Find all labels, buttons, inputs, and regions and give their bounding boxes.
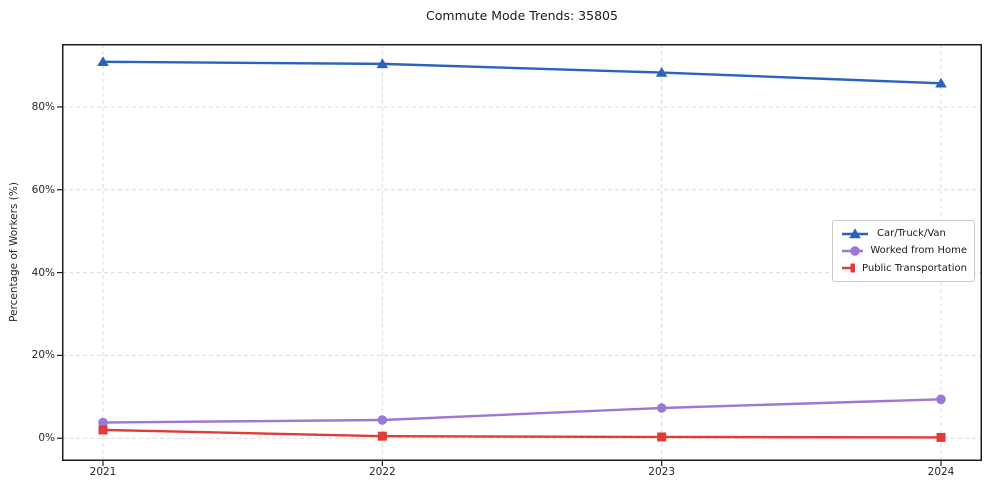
public-transportation-marker-icon (936, 432, 946, 442)
public-transportation-marker-icon (657, 432, 667, 442)
y-tick-label: 20% (31, 349, 55, 362)
car-truck-van-marker-icon (376, 58, 389, 69)
y-tick-label: 60% (31, 183, 55, 196)
car-truck-van-marker-icon (655, 66, 668, 77)
plot-canvas (57, 44, 982, 466)
series-line-public-transportation (102, 428, 942, 439)
worked-from-home-marker-icon (656, 403, 667, 413)
public-transportation-marker-icon (377, 431, 387, 441)
x-tick-label: 2024 (927, 466, 955, 478)
legend-item-worked-from-home: Worked from Home (840, 242, 967, 259)
car-truck-van-legend-key-icon (842, 228, 868, 238)
car-truck-van-legend-marker-icon (849, 228, 861, 238)
chart-title: Commute Mode Trends: 35805 (426, 8, 618, 23)
x-tick-label: 2021 (89, 466, 117, 478)
public-transportation-legend-key-icon (842, 263, 856, 273)
series-line-worked-from-home (102, 398, 942, 424)
y-tick-label: 80% (31, 100, 55, 113)
plot-area (57, 44, 982, 466)
worked-from-home-marker-icon (936, 394, 946, 405)
x-tick-label: 2023 (648, 466, 676, 478)
y-tick-label: 40% (31, 266, 55, 279)
x-tick-label: 2022 (368, 466, 396, 478)
legend-label: Worked from Home (870, 245, 967, 257)
worked-from-home-legend-marker-icon (850, 246, 860, 256)
car-truck-van-marker-icon (935, 77, 947, 88)
legend-item-public-transportation: Public Transportation (840, 260, 967, 277)
worked-from-home-marker-icon (98, 417, 108, 428)
car-truck-van-marker-icon (97, 56, 109, 67)
legend-label: Car/Truck/Van (877, 228, 946, 240)
y-axis-label: Percentage of Workers (%) (8, 182, 20, 322)
legend-item-car-truck-van: Car/Truck/Van (840, 225, 967, 242)
public-transportation-marker-icon (98, 425, 108, 435)
legend-label: Public Transportation (862, 262, 967, 274)
plot-border (62, 44, 982, 461)
worked-from-home-marker-icon (377, 415, 388, 425)
public-transportation-legend-marker-icon (850, 263, 856, 273)
legend: Car/Truck/Van Worked from Home Public Tran… (832, 220, 975, 282)
series-line-car-truck-van (102, 60, 942, 85)
worked-from-home-legend-key-icon (842, 246, 864, 256)
y-tick-label: 0% (38, 432, 55, 445)
